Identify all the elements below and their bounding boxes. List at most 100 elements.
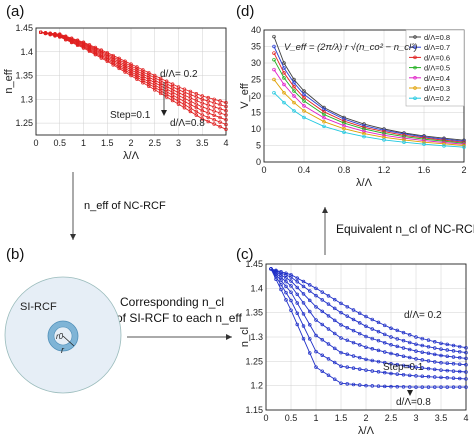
data-point xyxy=(395,362,400,367)
data-point xyxy=(292,94,296,98)
data-point xyxy=(284,284,288,289)
data-point xyxy=(153,76,157,80)
data-point xyxy=(212,105,216,109)
data-point xyxy=(302,99,306,103)
x-tick-label: 3.5 xyxy=(196,138,209,148)
data-point xyxy=(153,83,157,87)
data-point xyxy=(364,357,368,362)
data-point xyxy=(224,104,228,109)
data-point xyxy=(141,74,145,79)
data-point xyxy=(289,298,293,303)
data-point xyxy=(420,358,425,362)
data-point xyxy=(395,372,400,376)
fiber-r0-label: r0 xyxy=(56,332,64,341)
y-tick-label: 1.45 xyxy=(245,259,263,269)
legend-label: d/Λ=0.2 xyxy=(424,94,450,103)
series-line xyxy=(270,268,467,359)
data-point xyxy=(212,113,216,118)
x-tick-label: 1 xyxy=(81,138,86,148)
series-line xyxy=(40,31,227,112)
data-point xyxy=(188,96,193,100)
data-point xyxy=(451,343,456,348)
data-point xyxy=(282,100,286,105)
data-point xyxy=(326,314,331,318)
data-point xyxy=(307,309,312,314)
data-point xyxy=(164,95,169,99)
data-point xyxy=(439,361,443,365)
data-point xyxy=(314,286,318,291)
fiber-title: SI-RCF xyxy=(20,301,57,313)
data-point xyxy=(135,71,139,75)
data-point xyxy=(301,336,306,341)
data-point xyxy=(307,351,312,355)
data-point xyxy=(464,356,468,361)
x-tick-label: 1.5 xyxy=(101,138,114,148)
data-point xyxy=(147,70,151,75)
fiber-r-label: r xyxy=(61,345,65,355)
annotation-step: Step=0.1 xyxy=(383,362,424,373)
data-point xyxy=(426,385,431,389)
data-point xyxy=(395,344,400,349)
data-point xyxy=(218,111,222,115)
data-point xyxy=(364,368,368,372)
y-axis-label: V_eff xyxy=(239,82,251,108)
data-point xyxy=(445,348,450,352)
data-point xyxy=(357,355,362,360)
data-point xyxy=(370,317,375,322)
data-point xyxy=(289,272,293,277)
data-point xyxy=(200,113,205,117)
data-point xyxy=(433,385,437,389)
data-point xyxy=(111,63,115,67)
data-point xyxy=(395,337,400,341)
data-point xyxy=(135,69,139,73)
data-point xyxy=(320,369,324,373)
data-point xyxy=(314,305,318,309)
data-point xyxy=(81,46,86,50)
data-point xyxy=(188,109,193,114)
y-tick-label: 1.4 xyxy=(20,47,33,57)
data-point xyxy=(370,336,375,341)
data-point xyxy=(218,99,222,103)
data-point xyxy=(342,119,346,123)
data-point xyxy=(314,318,318,322)
data-point xyxy=(351,328,356,333)
data-point xyxy=(224,113,228,117)
data-point xyxy=(212,122,216,126)
data-point xyxy=(414,342,418,347)
data-point xyxy=(212,97,216,102)
data-point xyxy=(442,144,446,148)
data-point xyxy=(439,375,443,380)
data-point xyxy=(383,340,387,345)
data-point xyxy=(364,314,368,319)
data-point xyxy=(339,336,343,340)
data-point xyxy=(414,357,418,361)
chart-a: 0 0.5 1 1.5 2 2.5 3 3.5 4 1.25 1.3 1.35 1.4 1.45 λ/Λ n_… xyxy=(3,23,229,160)
series-line xyxy=(40,31,227,125)
x-tick-label: 2.5 xyxy=(385,413,398,423)
data-point xyxy=(75,43,80,47)
x-tick-label: 1 xyxy=(313,413,318,423)
y-tick-label: 20 xyxy=(251,91,261,101)
data-point xyxy=(357,343,362,347)
x-tick-label: 3 xyxy=(176,138,181,148)
data-point xyxy=(302,95,306,100)
data-point xyxy=(376,384,381,388)
data-point xyxy=(292,100,296,105)
data-point xyxy=(401,338,406,343)
data-point xyxy=(206,95,210,100)
data-point xyxy=(194,102,199,106)
data-point xyxy=(302,109,306,113)
y-tick-label: 30 xyxy=(251,58,261,68)
data-point xyxy=(301,279,306,284)
data-point xyxy=(224,100,228,105)
data-point xyxy=(320,290,324,294)
data-point xyxy=(422,140,426,144)
data-point xyxy=(439,385,443,389)
data-point xyxy=(426,338,431,342)
series-line xyxy=(270,268,467,380)
x-tick-label: 2 xyxy=(128,138,133,148)
data-point xyxy=(292,109,296,113)
data-point xyxy=(389,351,393,356)
data-point xyxy=(272,77,276,82)
data-point xyxy=(357,367,362,371)
